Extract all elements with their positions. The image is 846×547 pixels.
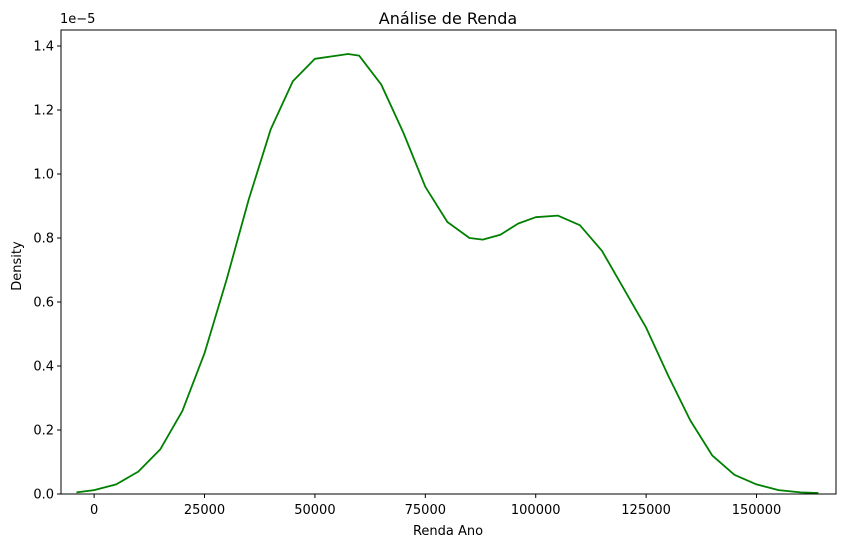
x-tick-label: 150000 [732, 503, 782, 518]
y-offset-label: 1e−5 [60, 12, 95, 27]
y-axis-label: Density [10, 241, 25, 291]
y-tick-label: 0.2 [33, 424, 54, 439]
chart-title: Análise de Renda [379, 9, 517, 28]
y-tick-label: 0.4 [33, 360, 54, 375]
x-tick-label: 100000 [511, 503, 561, 518]
x-tick-label: 50000 [294, 503, 335, 518]
y-tick-label: 0.8 [33, 232, 54, 247]
density-line [76, 53, 819, 494]
x-tick-label: 0 [90, 503, 98, 518]
x-axis-label: Renda Ano [413, 524, 483, 539]
x-tick-label: 75000 [405, 503, 446, 518]
y-tick-label: 1.2 [33, 104, 54, 119]
plot-area: 0 25000 50000 75000 100000 125000 150000 0.0 0.2… [33, 29, 837, 518]
x-tick-label: 25000 [184, 503, 225, 518]
y-tick-label: 1.0 [33, 168, 54, 183]
x-tick-label: 125000 [621, 503, 671, 518]
plot-frame [60, 29, 837, 495]
y-tick-label: 0.0 [33, 488, 54, 503]
y-tick-label: 0.6 [33, 296, 54, 311]
y-tick-label: 1.4 [33, 40, 54, 55]
